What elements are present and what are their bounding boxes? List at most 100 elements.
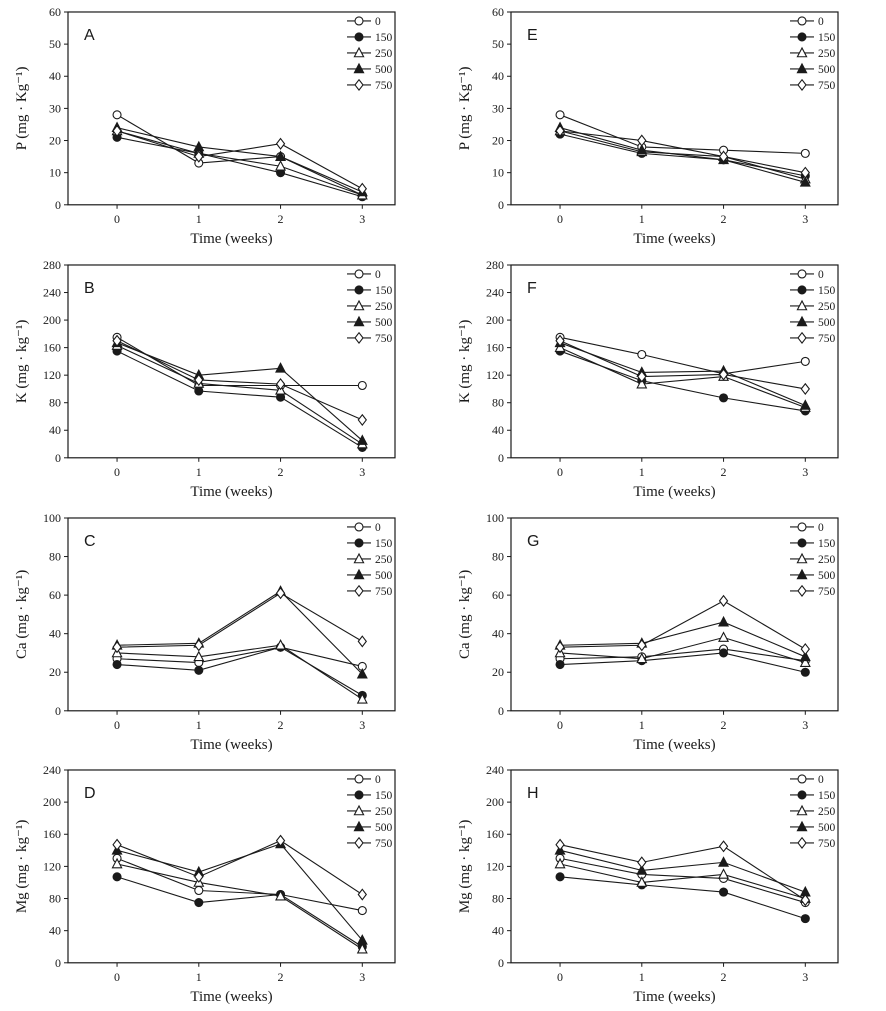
series-250 <box>111 124 368 200</box>
series-0 <box>112 854 367 916</box>
circle-filled-marker <box>194 898 204 908</box>
circle-filled-marker <box>800 914 810 924</box>
series-750 <box>112 334 367 426</box>
diamond-open-marker <box>112 124 122 137</box>
y-tick-label: 160 <box>43 828 61 842</box>
legend-label: 750 <box>375 80 392 92</box>
panel-letter: B <box>84 280 95 297</box>
y-tick-label: 0 <box>55 703 61 717</box>
legend-label: 250 <box>375 806 392 818</box>
diamond-open-marker <box>354 584 364 597</box>
triangle-open-marker <box>356 943 368 954</box>
triangle-filled-marker <box>356 934 368 945</box>
diamond-open-marker <box>637 856 647 869</box>
y-axis: 0 40 80 120 160 200 240 280 <box>486 258 511 465</box>
triangle-filled-marker <box>356 667 368 679</box>
x-axis-label: Time (weeks) <box>190 736 272 752</box>
y-tick-label: 0 <box>498 956 504 970</box>
y-axis: 0 20 40 60 80 100 <box>486 510 511 717</box>
x-tick-label: 1 <box>196 465 202 479</box>
triangle-filled-marker <box>796 568 808 579</box>
panel-H: 0 40 80 120 160 200 240 0 1 2 3 Time (weeks) Mg (mg … <box>443 758 886 1011</box>
series-150 <box>555 346 810 416</box>
series-250 <box>554 341 811 412</box>
x-axis: 0 1 2 3 <box>557 710 808 731</box>
y-tick-label: 50 <box>492 37 504 51</box>
x-axis-label: Time (weeks) <box>633 989 715 1005</box>
legend-label: 500 <box>375 569 392 581</box>
triangle-filled-marker <box>353 821 365 832</box>
panel-letter: G <box>527 532 539 549</box>
circle-open-marker <box>637 349 647 359</box>
y-tick-label: 240 <box>486 285 504 299</box>
panel-C: 0 20 40 60 80 100 0 1 2 3 Time (weeks) Ca (mg · kg⁻… <box>0 506 443 759</box>
legend-label: 150 <box>375 32 392 44</box>
diamond-open-marker <box>112 334 122 347</box>
legend-label: 150 <box>818 790 835 802</box>
series-0 <box>112 110 367 200</box>
y-tick-label: 200 <box>43 313 61 327</box>
panel-letter: D <box>84 785 96 802</box>
y-axis-label: K (mg · kg⁻¹) <box>457 319 473 403</box>
series-750 <box>555 124 810 179</box>
series-150 <box>112 132 367 202</box>
y-tick-label: 100 <box>43 510 61 524</box>
y-tick-label: 120 <box>486 368 504 382</box>
triangle-filled-marker <box>356 434 368 445</box>
series-750 <box>555 334 810 395</box>
legend-label: 500 <box>818 569 835 581</box>
plot-F: 0 40 80 120 160 200 240 280 0 1 2 3 Time (weeks) K (m… <box>457 258 839 500</box>
y-tick-label: 80 <box>492 395 504 409</box>
legend-label: 750 <box>818 333 835 345</box>
legend-label: 750 <box>375 838 392 850</box>
legend-label: 0 <box>375 774 381 786</box>
circle-open-marker <box>357 380 367 390</box>
y-axis-label: Mg (mg · kg⁻¹) <box>457 820 473 914</box>
y-tick-label: 80 <box>492 549 504 563</box>
circle-filled-marker <box>718 393 729 403</box>
plot-G: 0 20 40 60 80 100 0 1 2 3 Time (weeks) Ca (mg · kg⁻… <box>457 510 839 752</box>
triangle-open-marker <box>636 377 648 389</box>
x-axis: 0 1 2 3 <box>114 710 365 731</box>
panel-E-chart: 0 10 20 30 40 50 60 0 1 2 3 Time (weeks) P (mg · Kg⁻… <box>457 5 839 247</box>
circle-filled-marker <box>354 32 364 42</box>
series-150 <box>112 642 367 700</box>
y-axis: 0 10 20 30 40 50 60 <box>492 5 511 212</box>
diamond-open-marker <box>797 78 807 92</box>
triangle-filled-marker <box>796 62 808 74</box>
y-tick-label: 80 <box>49 892 61 906</box>
x-tick-label: 3 <box>802 717 808 731</box>
y-tick-label: 40 <box>492 423 504 437</box>
y-tick-label: 80 <box>49 395 61 409</box>
x-tick-label: 2 <box>721 212 727 226</box>
diamond-open-marker <box>637 638 647 651</box>
triangle-filled-marker <box>353 315 365 327</box>
circle-open-marker <box>354 269 364 279</box>
panel-B: 0 40 80 120 160 200 240 280 0 1 2 3 Time (weeks) K (m… <box>0 253 443 506</box>
circle-filled-marker <box>555 872 565 882</box>
panel-G: 0 20 40 60 80 100 0 1 2 3 Time (weeks) Ca (mg · kg⁻… <box>443 506 886 759</box>
triangle-open-marker <box>275 638 287 650</box>
triangle-filled-marker <box>353 62 365 74</box>
x-tick-label: 2 <box>278 970 284 984</box>
panel-C-chart: 0 20 40 60 80 100 0 1 2 3 Time (weeks) Ca (mg · kg⁻… <box>14 510 396 752</box>
panel-H-chart: 0 40 80 120 160 200 240 0 1 2 3 Time (weeks) Mg (mg … <box>457 763 839 1005</box>
diamond-open-marker <box>800 642 810 655</box>
series-150 <box>112 346 367 452</box>
panel-E: 0 10 20 30 40 50 60 0 1 2 3 Time (weeks) P (mg · Kg⁻… <box>443 0 886 253</box>
x-axis-label: Time (weeks) <box>190 989 272 1005</box>
y-tick-label: 240 <box>486 763 504 777</box>
legend-label: 500 <box>375 64 392 76</box>
series-500 <box>554 844 811 897</box>
diamond-open-marker <box>275 834 286 848</box>
y-tick-label: 80 <box>49 549 61 563</box>
diamond-open-marker <box>637 134 647 147</box>
legend-label: 0 <box>375 269 381 281</box>
legend-label: 250 <box>818 553 835 565</box>
x-tick-label: 0 <box>557 465 563 479</box>
y-tick-label: 40 <box>49 626 61 640</box>
y-tick-label: 30 <box>49 101 61 115</box>
plot-border <box>510 516 839 711</box>
diamond-open-marker <box>357 634 367 647</box>
legend-label: 150 <box>375 537 392 549</box>
